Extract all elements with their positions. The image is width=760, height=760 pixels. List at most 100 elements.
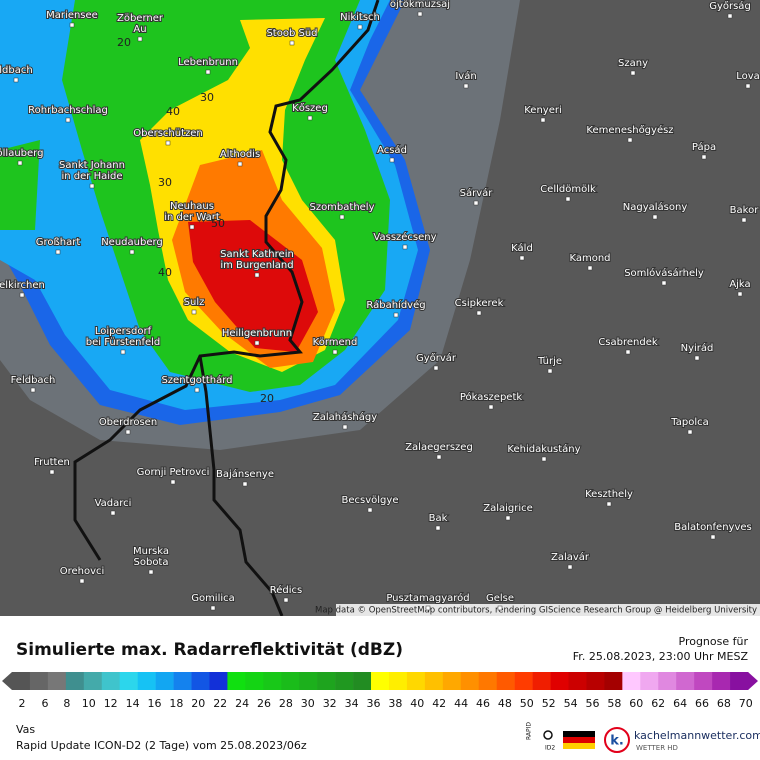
- place-label: Tapolca: [670, 417, 708, 428]
- colorbar-segment: [694, 672, 713, 690]
- place-label: Bajánsenye: [216, 468, 274, 480]
- place-marker: [625, 349, 631, 355]
- colorbar-segment: [424, 672, 444, 690]
- place-marker: [129, 249, 135, 255]
- place-label: in der Haide: [61, 171, 122, 182]
- colorbar-segment: [388, 672, 408, 690]
- place-marker: [367, 507, 373, 513]
- place-marker: [541, 456, 547, 462]
- place-marker: [540, 117, 546, 123]
- colorbar-label: 30: [301, 697, 315, 710]
- colorbar-segment: [586, 672, 605, 690]
- colorbar-segment: [514, 672, 533, 690]
- place-label: Mariensee: [46, 10, 98, 21]
- colorbar-label: 2: [19, 697, 26, 710]
- colorbar-segment: [640, 672, 659, 690]
- forecast-label: Prognose für: [679, 635, 749, 648]
- colorbar-segment: [155, 672, 174, 690]
- place-marker: [30, 387, 36, 393]
- place-marker: [745, 83, 751, 89]
- place-marker: [701, 154, 707, 160]
- place-label: Nyirád: [681, 342, 714, 354]
- place-marker: [741, 217, 747, 223]
- flag: [563, 731, 595, 737]
- place-marker: [652, 214, 658, 220]
- forecast-time: Fr. 25.08.2023, 23:00 Uhr MESZ: [573, 650, 749, 663]
- place-marker: [194, 387, 200, 393]
- logo-letter: k.: [610, 734, 624, 749]
- place-label: Großhart: [36, 237, 81, 248]
- place-label: bei Fürstenfeld: [86, 337, 161, 348]
- legend-title: Simulierte max. Radarreflektivität (dBZ): [16, 640, 403, 660]
- colorbar-segment: [119, 672, 138, 690]
- colorbar-segment: [730, 672, 749, 690]
- place-marker: [565, 196, 571, 202]
- place-label: Körmend: [313, 337, 358, 348]
- place-marker: [433, 365, 439, 371]
- place-marker: [254, 340, 260, 346]
- colorbar-segment: [442, 672, 462, 690]
- colorbar-segment: [604, 672, 623, 690]
- place-label: Bakor: [730, 205, 760, 216]
- colorbar-label: 44: [454, 697, 468, 710]
- place-label: Neuhaus: [170, 201, 214, 212]
- place-marker: [165, 140, 171, 146]
- contour-label: 20: [260, 392, 274, 405]
- place-label: Kenyeri: [524, 105, 562, 116]
- place-label: Keszthely: [585, 489, 633, 500]
- colorbar-segment: [299, 672, 318, 690]
- place-label: Rábahídvég: [366, 299, 425, 311]
- place-marker: [69, 22, 75, 28]
- colorbar-label: 24: [235, 697, 249, 710]
- place-label: Frutten: [34, 457, 70, 468]
- place-marker: [687, 429, 693, 435]
- colorbar-segment: [47, 672, 67, 690]
- place-label: Vadarci: [95, 498, 132, 509]
- place-label: Zalaegerszeg: [405, 442, 473, 453]
- colorbar-segment: [173, 672, 192, 690]
- place-marker: [473, 200, 479, 206]
- colorbar-segment: [101, 672, 121, 690]
- place-marker: [710, 534, 716, 540]
- contour-label: 20: [117, 36, 131, 49]
- place-label: Iván: [455, 70, 476, 82]
- place-marker: [148, 569, 154, 575]
- place-label: Bak: [429, 513, 448, 524]
- place-label: öjtökmuzsaj: [390, 0, 450, 10]
- place-label: Türje: [537, 356, 562, 367]
- place-marker: [137, 36, 143, 42]
- place-label: Lova: [736, 71, 760, 82]
- place-label: Au: [133, 24, 146, 35]
- place-label: Zalaháshágy: [313, 411, 377, 423]
- colorbar-segment: [406, 672, 426, 690]
- colorbar-label: 26: [257, 697, 271, 710]
- colorbar-label: 8: [63, 697, 70, 710]
- colorbar-segment: [12, 672, 31, 690]
- colorbar-label: 64: [673, 697, 687, 710]
- place-marker: [19, 292, 25, 298]
- border: [198, 355, 284, 617]
- place-label: Gomilica: [191, 593, 235, 604]
- colorbar-label: 36: [367, 697, 381, 710]
- place-marker: [89, 183, 95, 189]
- place-label: Szombathely: [309, 202, 374, 213]
- place-marker: [289, 40, 295, 46]
- place-marker: [242, 481, 248, 487]
- colorbar-segment: [568, 672, 587, 690]
- badge: ID2: [545, 745, 555, 752]
- colorbar-label: 54: [564, 697, 578, 710]
- place-marker: [210, 605, 216, 611]
- logo-icon: [604, 727, 630, 753]
- colorbar-segment: [83, 672, 103, 690]
- place-label: Acsád: [377, 144, 407, 156]
- colorbar-label: 18: [169, 697, 183, 710]
- place-label: Szentgotthárd: [161, 374, 232, 386]
- place-label: Nikitsch: [340, 12, 380, 23]
- border: [73, 0, 380, 561]
- colorbar-segment: [460, 672, 480, 690]
- place-marker: [13, 77, 19, 83]
- colorbar-segment: [550, 672, 569, 690]
- flag: [563, 737, 595, 743]
- place-label: Kőszeg: [292, 102, 328, 114]
- place-marker: [389, 157, 395, 163]
